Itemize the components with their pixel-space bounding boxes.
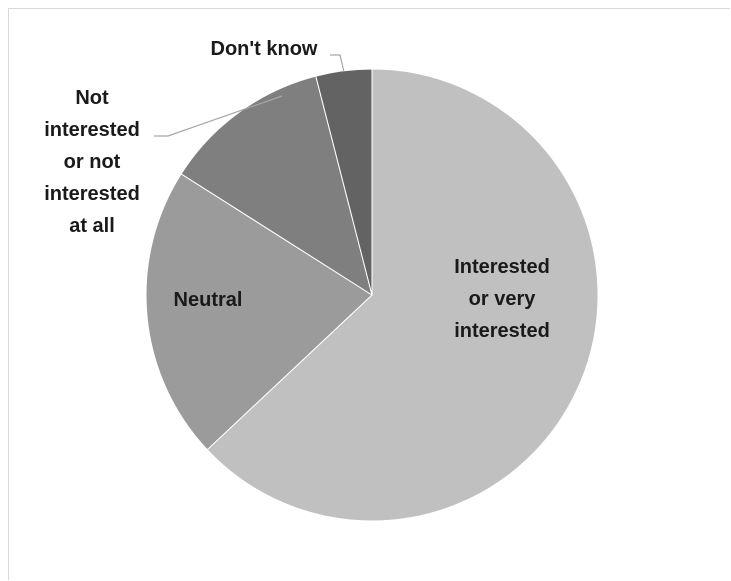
slice-label-don-t-know: Don't know [211, 38, 318, 60]
pie-slices [145, 68, 599, 522]
slice-label-neutral: Neutral [174, 289, 243, 311]
chart-frame [8, 8, 730, 580]
slice-label-interested-or-very-interested: Interested or very interested [454, 256, 550, 342]
leader-line-don-t-know [330, 54, 345, 73]
leader-line-not-interested-or-not-interested-at-all [154, 95, 283, 137]
leader-lines [154, 54, 345, 137]
slice-labels: Interested or very interested Neutral Not int… [44, 38, 550, 342]
slice-label-not-interested-or-not-interested-at-all: Not interested or not interested at all [44, 87, 140, 237]
pie-slice-neutral [145, 173, 373, 451]
pie-slice-interested-or-very-interested [206, 68, 599, 522]
pie-slice-not-interested-or-not-interested-at-all [180, 75, 373, 297]
